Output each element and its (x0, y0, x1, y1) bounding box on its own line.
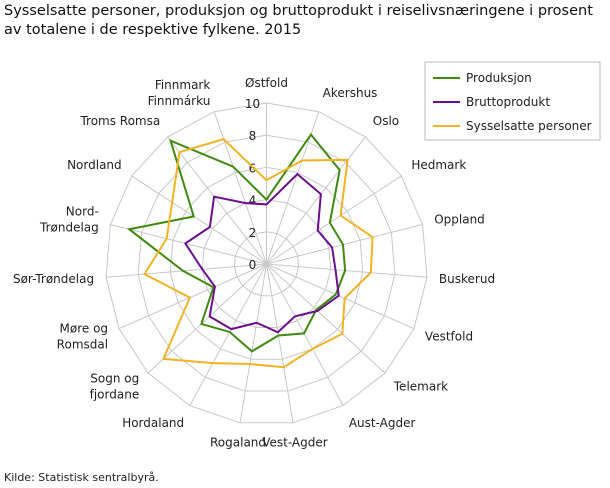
grid-spoke (266, 175, 402, 265)
legend-label: Sysselsatte personer (466, 119, 592, 133)
grid-ring (137, 134, 396, 392)
category-label: Hedmark (411, 158, 466, 172)
grid-spoke (131, 175, 267, 265)
grid-ring (169, 166, 364, 360)
category-label: Oslo (373, 114, 399, 128)
category-label: Aust-Agder (349, 416, 416, 430)
grid-spoke (189, 263, 267, 406)
category-label: Nord-Trøndelag (39, 205, 99, 235)
tick-label: 6 (249, 161, 257, 175)
series-line-2 (143, 138, 374, 369)
grid-spoke (213, 111, 267, 265)
category-label: Buskerud (439, 272, 495, 286)
series-line-1 (183, 172, 340, 334)
grid-spoke (266, 263, 386, 374)
series-line-0 (126, 132, 347, 353)
grid-spoke (167, 136, 267, 265)
grid-ring (105, 102, 428, 424)
grid-spoke (110, 223, 267, 265)
grid-spoke (147, 263, 267, 374)
category-label: Nordland (67, 158, 122, 172)
source-note: Kilde: Statistisk sentralbyrå. (4, 471, 159, 484)
tick-label: 10 (245, 97, 260, 111)
legend-label: Bruttoprodukt (466, 95, 550, 109)
category-label: Finnmark Finnmárku (148, 78, 211, 108)
grid-spoke (266, 263, 415, 330)
grid-spoke (266, 263, 427, 278)
category-label: Østfold (245, 76, 288, 90)
grid-ring (233, 231, 300, 297)
category-label: Sogn og fjordane (90, 372, 140, 402)
category-label: Hordaland (122, 416, 184, 430)
grid-spoke (266, 136, 366, 265)
tick-label: 2 (249, 226, 257, 240)
category-label: Sør-Trøndelag (13, 272, 94, 286)
category-label: Troms Romsa (79, 114, 160, 128)
grid-spoke (266, 263, 344, 406)
tick-label: 0 (249, 258, 257, 272)
tick-label: 8 (249, 129, 257, 143)
grid-spoke (118, 263, 267, 330)
category-label: Møre og Romsdal (57, 322, 108, 352)
category-label: Akershus (323, 86, 378, 100)
grid-spoke (106, 263, 267, 278)
chart-title: Sysselsatte personer, produksjon og brut… (4, 3, 593, 38)
legend-label: Produksjon (466, 71, 532, 85)
category-label: Oppland (434, 213, 485, 227)
grid-spoke (239, 263, 267, 423)
grid-spoke (266, 263, 294, 423)
grid-spoke (266, 223, 423, 265)
category-label: Vest-Agder (262, 436, 328, 450)
category-label: Telemark (393, 380, 448, 394)
category-label: Rogaland (210, 436, 266, 450)
tick-label: 4 (249, 194, 257, 208)
category-label: Vestfold (425, 330, 473, 344)
